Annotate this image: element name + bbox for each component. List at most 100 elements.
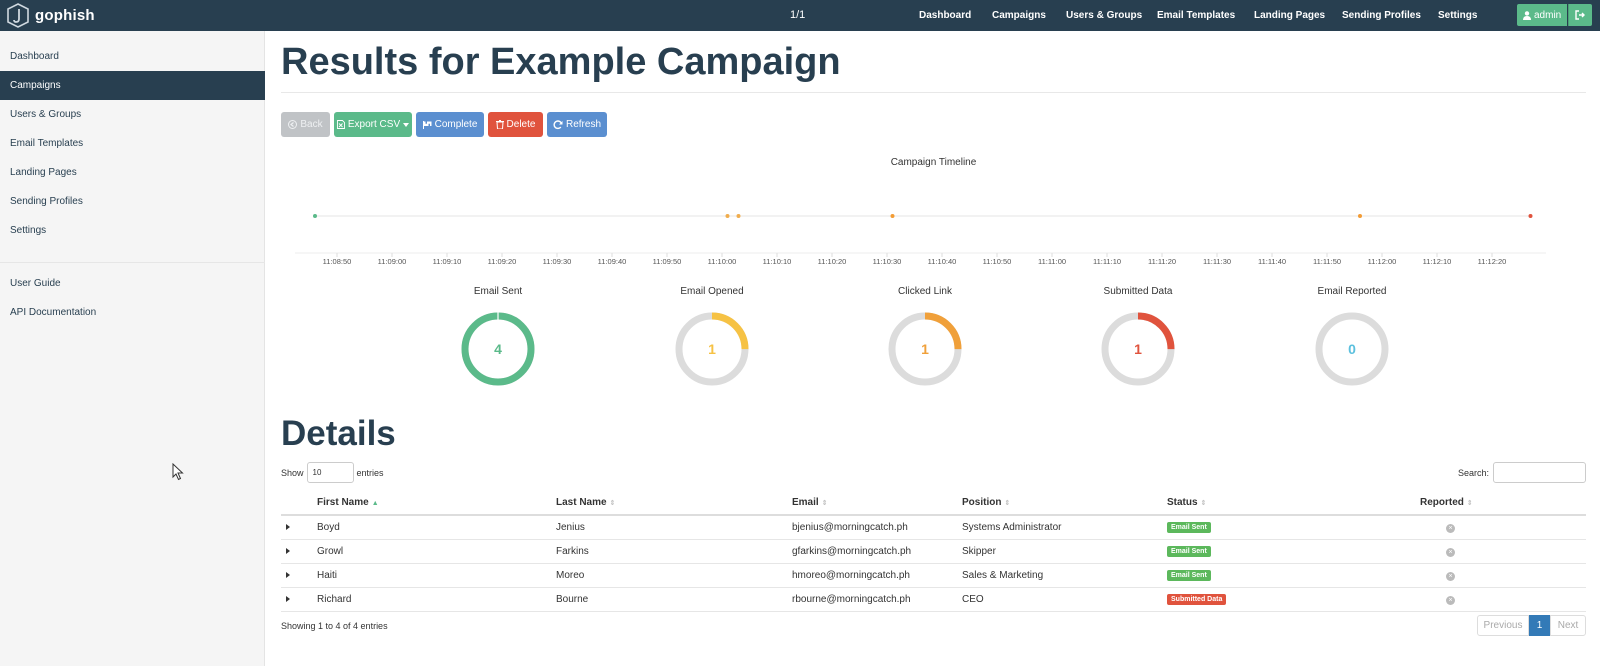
timeline-event-opened[interactable] — [725, 214, 730, 218]
donut-arc — [888, 312, 962, 386]
column-header-first-name[interactable]: First Name ▲ — [317, 490, 556, 516]
table-row[interactable]: Haiti Moreo hmoreo@morningcatch.ph Sales… — [281, 563, 1586, 588]
admin-menu-button[interactable]: admin — [1517, 4, 1567, 26]
timeline-event-opened[interactable] — [736, 214, 741, 218]
topnav-campaigns[interactable]: Campaigns — [992, 10, 1046, 21]
column-label: First Name — [317, 496, 369, 508]
cell-email: rbourne@morningcatch.ph — [792, 587, 962, 612]
cell-first-name: Haiti — [317, 563, 556, 588]
topnav-settings[interactable]: Settings — [1438, 10, 1478, 21]
expand-row-icon[interactable] — [286, 595, 290, 602]
timeline-tick-label: 11:09:40 — [598, 257, 627, 266]
donut-arc — [675, 312, 749, 386]
topnav-users-groups[interactable]: Users & Groups — [1066, 10, 1143, 21]
timeline-tick-label: 11:11:50 — [1313, 257, 1341, 266]
caret-down-icon — [403, 122, 410, 127]
delete-button[interactable]: Delete — [488, 112, 543, 137]
timeline-tick-label: 11:12:20 — [1478, 257, 1507, 266]
pagination-previous[interactable]: Previous — [1477, 615, 1529, 636]
column-header-reported[interactable]: Reported ⇕ — [1420, 490, 1586, 516]
sidebar-item-users-groups[interactable]: Users & Groups — [10, 109, 82, 120]
table-row[interactable]: Richard Bourne rbourne@morningcatch.ph C… — [281, 587, 1586, 612]
cell-first-name: Boyd — [317, 515, 556, 540]
sidebar-item-email-templates[interactable]: Email Templates — [10, 138, 84, 149]
page-length-select[interactable]: 10 — [306, 462, 354, 483]
cell-position: Sales & Marketing — [962, 563, 1167, 588]
refresh-icon — [553, 119, 563, 129]
expand-row-icon[interactable] — [286, 523, 290, 530]
column-label: Reported — [1420, 496, 1464, 508]
sidebar-item-sending-profiles[interactable]: Sending Profiles — [10, 196, 83, 207]
timeline-tick-label: 11:11:10 — [1093, 257, 1121, 266]
timeline-tick-label: 11:10:30 — [873, 257, 902, 266]
complete-button[interactable]: Complete — [416, 112, 484, 137]
complete-label: Complete — [434, 119, 478, 130]
logout-button[interactable] — [1568, 4, 1592, 26]
status-badge: Email Sent — [1167, 570, 1211, 581]
timeline-event-clicked[interactable] — [890, 214, 895, 218]
expand-row-icon[interactable] — [286, 571, 290, 578]
sidebar-item-api-documentation[interactable]: API Documentation — [10, 307, 97, 318]
column-header-position[interactable]: Position ⇕ — [962, 490, 1167, 516]
timeline-event-sent[interactable] — [313, 214, 317, 218]
timeline-event-clicked[interactable] — [1358, 214, 1362, 218]
search-input[interactable] — [1493, 462, 1586, 483]
status-badge: Email Sent — [1167, 522, 1211, 534]
email-reported-donut: 0 — [1315, 312, 1389, 386]
sidebar: Dashboard Campaigns Users & Groups Email… — [0, 31, 265, 666]
sort-asc-icon: ▲ — [371, 499, 379, 507]
brand[interactable]: gophish — [6, 3, 95, 28]
table-info: Showing 1 to 4 of 4 entries — [281, 621, 388, 631]
pagination-page-1[interactable]: 1 — [1529, 615, 1550, 636]
email-opened-donut: 1 — [675, 312, 749, 386]
refresh-button[interactable]: Refresh — [547, 112, 607, 137]
donut-track — [1315, 312, 1389, 386]
sort-icon: ⇕ — [821, 499, 828, 507]
timeline-tick-label: 11:10:50 — [983, 257, 1012, 266]
column-header-email[interactable]: Email ⇕ — [792, 490, 962, 516]
timeline-event-submitted[interactable] — [1528, 214, 1533, 218]
column-header-last-name[interactable]: Last Name ⇕ — [556, 490, 792, 516]
cell-first-name: Growl — [317, 539, 556, 564]
table-row[interactable]: Growl Farkins gfarkins@morningcatch.ph S… — [281, 539, 1586, 564]
table-search: Search: — [1458, 462, 1586, 483]
column-header-status[interactable]: Status ⇕ — [1167, 490, 1420, 516]
sidebar-item-dashboard[interactable]: Dashboard — [10, 51, 59, 62]
status-badge: Submitted Data — [1167, 594, 1227, 605]
column-label: Last Name — [556, 496, 607, 508]
timeline-tick-label: 11:10:40 — [928, 257, 957, 266]
back-label: Back — [300, 119, 323, 130]
stat-title: Email Opened — [680, 286, 744, 297]
sidebar-item-landing-pages[interactable]: Landing Pages — [10, 167, 77, 178]
stat-email-reported: Email Reported 0 — [1277, 286, 1427, 387]
export-csv-button[interactable]: Export CSV — [334, 112, 412, 137]
back-button[interactable]: Back — [281, 112, 330, 137]
column-label: Position — [962, 496, 1002, 508]
timeline-tick-label: 11:09:30 — [543, 257, 572, 266]
sidebar-item-settings[interactable]: Settings — [10, 225, 47, 236]
submitted-data-donut: 1 — [1101, 312, 1175, 386]
timeline-title: Campaign Timeline — [890, 157, 977, 168]
timeline-tick-label: 11:09:10 — [433, 257, 462, 266]
cell-email: bjenius@morningcatch.ph — [792, 515, 962, 540]
topnav-landing-pages[interactable]: Landing Pages — [1254, 10, 1326, 21]
sign-out-icon — [1575, 10, 1585, 20]
results-table: First Name ▲ Last Name ⇕ Email ⇕ Position ⇕ … — [281, 490, 1586, 612]
table-row[interactable]: Boyd Jenius bjenius@morningcatch.ph Syst… — [281, 515, 1586, 540]
topnav-dashboard[interactable]: Dashboard — [919, 10, 972, 21]
sidebar-item-campaigns[interactable]: Campaigns — [0, 71, 265, 100]
search-label: Search: — [1457, 467, 1489, 478]
campaign-timeline-chart: 11:08:50 11:09:00 11:09:10 11:09:20 11:09:30… — [295, 214, 1546, 266]
status-badge: Email Sent — [1167, 546, 1211, 557]
sidebar-item-user-guide[interactable]: User Guide — [10, 278, 61, 289]
topnav-email-templates[interactable]: Email Templates — [1157, 10, 1236, 21]
details-heading: Details — [281, 414, 396, 453]
donut-arc — [1101, 312, 1175, 386]
pagination-next[interactable]: Next — [1550, 615, 1586, 636]
timeline-tick-label: 11:11:40 — [1258, 257, 1286, 266]
mouse-cursor-icon — [172, 463, 184, 481]
timeline-tick-label: 11:08:50 — [323, 257, 352, 266]
topnav-sending-profiles[interactable]: Sending Profiles — [1342, 10, 1421, 21]
cell-first-name: Richard — [317, 587, 556, 612]
expand-row-icon[interactable] — [286, 547, 290, 554]
